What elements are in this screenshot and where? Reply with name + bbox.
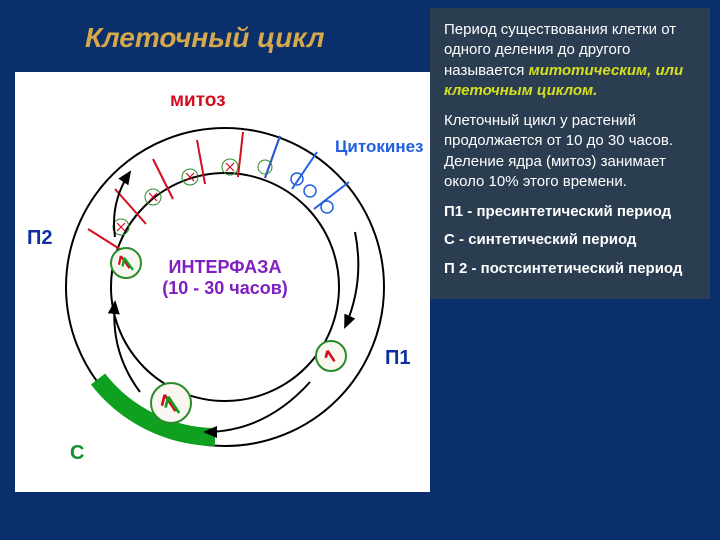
body-paragraph: Клеточный цикл у растений продолжается о… [444, 111, 696, 192]
period-c-desc: синтетический период [468, 231, 636, 248]
period-p2-desc: постсинтетический период [481, 260, 683, 277]
period-c: С - синтетический период [444, 230, 696, 250]
cycle-arrows [15, 72, 430, 492]
intro-paragraph: Период существования клетки от одного де… [444, 20, 696, 101]
period-c-dash: - [455, 231, 468, 248]
period-p1-dash: - [463, 203, 476, 220]
page-title: Клеточный цикл [85, 22, 325, 54]
period-p1-label: П1 [444, 203, 463, 220]
period-p2-label: П 2 [444, 260, 467, 277]
description-panel: Период существования клетки от одного де… [430, 8, 710, 299]
period-p2: П 2 - постсинтетический период [444, 259, 696, 279]
period-p1: П1 - пресинтетический период [444, 202, 696, 222]
period-c-label: С [444, 231, 455, 248]
cell-cycle-diagram: митоз Цитокинез ИНТЕРФАЗА (10 - 30 часов… [15, 72, 430, 492]
period-p1-desc: пресинтетический период [476, 203, 671, 220]
period-p2-dash: - [467, 260, 480, 277]
